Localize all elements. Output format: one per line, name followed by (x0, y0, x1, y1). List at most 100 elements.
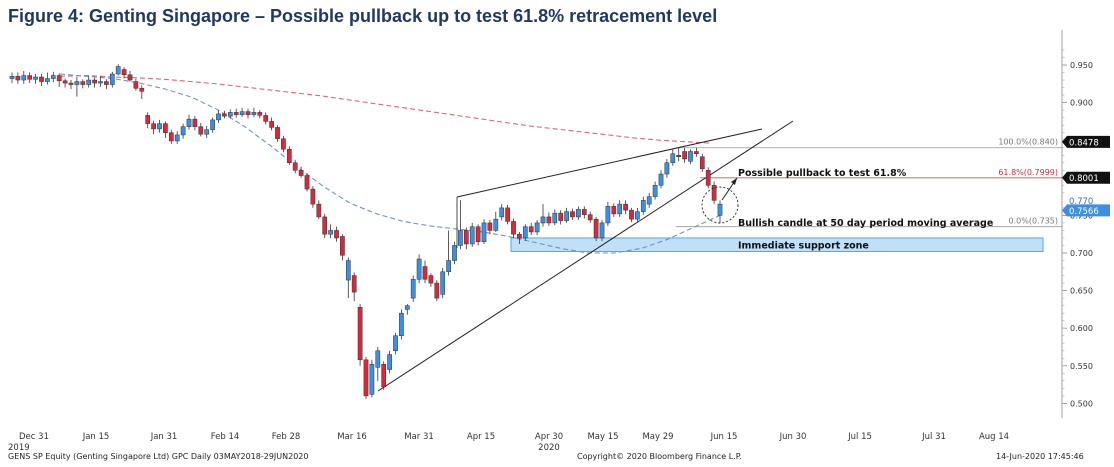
candle-body (399, 312, 404, 336)
candle (263, 112, 269, 125)
candle (611, 203, 617, 217)
candle (269, 117, 274, 131)
y-tick-label: 0.700 (1070, 249, 1093, 258)
candle (570, 208, 575, 220)
page-title: Figure 4: Genting Singapore – Possible p… (8, 6, 718, 26)
footer-copyright: Copyright© 2020 Bloomberg Finance L.P. (577, 452, 742, 461)
candle-body (56, 75, 62, 82)
x-tick-label: Mar 31 (404, 432, 434, 442)
candle-body (434, 282, 440, 299)
candle (446, 230, 451, 276)
candle-body (587, 214, 593, 221)
candle-body (581, 209, 587, 215)
candle-body (528, 226, 534, 233)
candle-body (239, 111, 245, 115)
candle-body (216, 113, 221, 121)
candle-body (428, 275, 434, 284)
candle-body (86, 79, 92, 85)
candle (340, 234, 345, 261)
candle (705, 167, 711, 189)
candle (251, 107, 257, 117)
candle-body (222, 113, 227, 117)
candle (469, 222, 475, 247)
x-tick-label: Jun 30 (779, 432, 807, 442)
candle (233, 108, 239, 118)
candle (717, 200, 723, 223)
candle-body (104, 81, 109, 85)
y-tick-label: 0.950 (1070, 61, 1093, 70)
price-tag: 0.770 (1062, 194, 1110, 207)
candle (540, 204, 546, 227)
x-tick-label: Mar 16 (337, 432, 367, 442)
candle (174, 131, 180, 144)
price-tag-bg (1062, 135, 1110, 148)
candle-body (115, 66, 121, 75)
candle (599, 219, 605, 241)
candle-body (68, 82, 74, 85)
candle (298, 166, 304, 178)
candle (109, 71, 115, 88)
candle-body (416, 258, 422, 280)
x-tick-label: May 29 (642, 432, 673, 442)
candle (670, 149, 676, 166)
candle (92, 77, 97, 88)
candle-body (517, 233, 522, 239)
candle-body (629, 209, 634, 220)
candle-body (133, 81, 139, 89)
price-tag: 0.8478 (1062, 135, 1110, 148)
pullback-arrowhead (731, 178, 737, 185)
x-tick-label: May 15 (587, 432, 618, 442)
candle-body (570, 211, 575, 218)
candle-body (310, 188, 316, 205)
candle (711, 181, 717, 205)
candle-body (269, 121, 274, 128)
candle (27, 72, 33, 84)
ma-200-line (59, 74, 713, 144)
candle-body (617, 203, 623, 215)
candle-body (9, 76, 15, 79)
candle-body (109, 73, 115, 85)
candle-body (204, 129, 210, 135)
candle (62, 78, 68, 88)
candle-body (387, 354, 392, 370)
support-zone-group: Immediate support zone (510, 237, 1044, 252)
candle (387, 350, 392, 374)
candle-body (127, 74, 133, 81)
candle-body (45, 78, 50, 82)
price-tag-bg (1062, 204, 1110, 217)
candle (74, 77, 80, 97)
candle-body (564, 211, 569, 221)
candle (227, 109, 233, 119)
x-tick-label: Apr 30 (535, 432, 563, 442)
candle (310, 186, 316, 208)
candle-body (558, 212, 564, 221)
candle (168, 129, 174, 144)
candle-body (646, 196, 652, 205)
y-tick-label: 0.600 (1070, 324, 1093, 333)
candle (281, 135, 286, 153)
candle-body (92, 79, 97, 84)
candle (275, 125, 280, 142)
candle (534, 219, 540, 235)
trendline-resistance (456, 128, 763, 198)
candle-body (682, 151, 687, 160)
candle-body (664, 162, 670, 175)
candle-body (145, 115, 151, 124)
annotations: Possible pullback to test 61.8% Bullish c… (701, 168, 993, 229)
highlight-circle (701, 186, 739, 224)
candle-body (180, 126, 186, 136)
candle-body (493, 218, 499, 231)
footer-source: GENS SP Equity (Genting Singapore Ltd) G… (8, 452, 309, 461)
x-tick-label: Jun 15 (710, 432, 738, 442)
candle (304, 173, 310, 192)
candle (198, 122, 204, 137)
x-tick-label: Apr 15 (467, 432, 495, 442)
ma-50-line (59, 73, 721, 254)
candle-body (505, 207, 510, 222)
trendlines (377, 120, 794, 392)
candle-body (50, 75, 56, 79)
moving-averages (59, 73, 721, 254)
candle-body (304, 175, 310, 190)
support-zone (510, 237, 1044, 252)
